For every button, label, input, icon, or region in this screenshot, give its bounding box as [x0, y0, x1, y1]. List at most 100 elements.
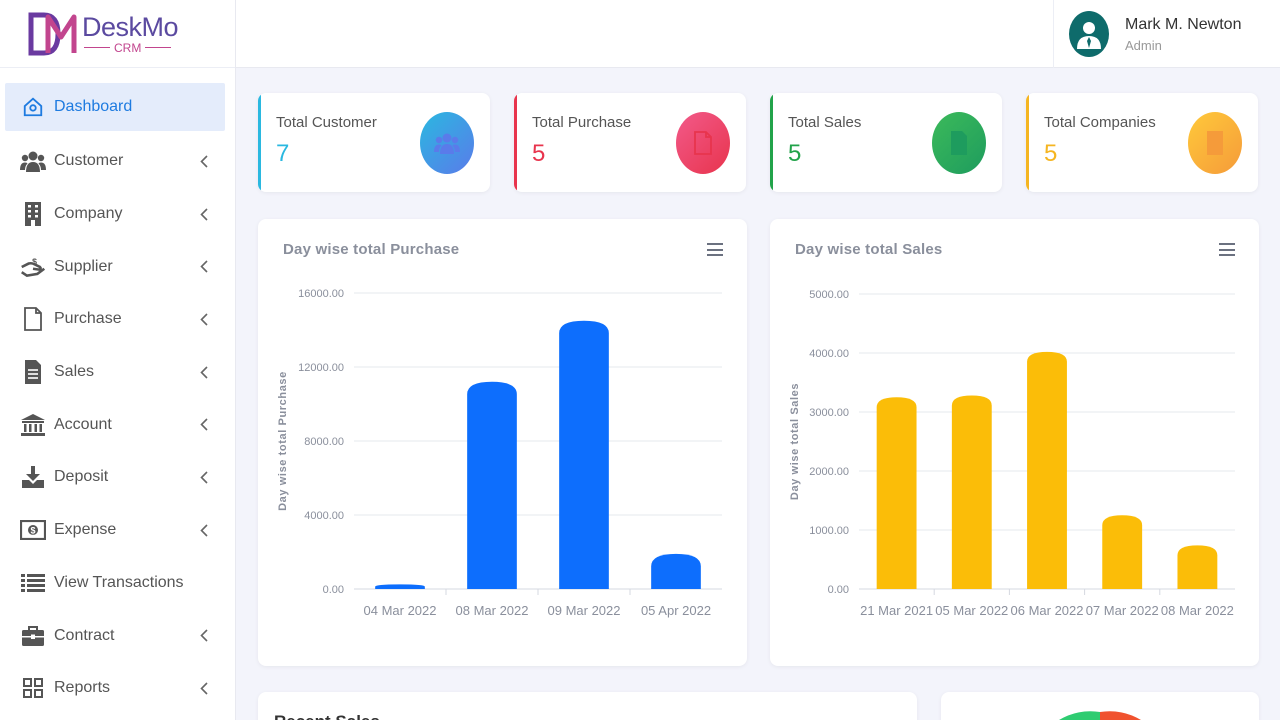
file-icon	[20, 307, 46, 332]
chart-title: Day wise total Sales	[795, 241, 943, 258]
bar[interactable]	[1027, 351, 1067, 589]
pie-chart-preview	[1059, 711, 1141, 720]
stat-value: 5	[788, 140, 802, 167]
stat-title: Total Sales	[788, 114, 862, 131]
download-icon	[20, 465, 46, 489]
chevron-left-icon[interactable]	[199, 207, 209, 221]
svg-text:$: $	[31, 526, 36, 536]
chevron-left-icon[interactable]	[199, 312, 209, 326]
home-icon	[20, 95, 46, 119]
y-tick-label: 5000.00	[809, 289, 849, 301]
sidebar-item-dashboard[interactable]: Dashboard	[5, 83, 225, 131]
chevron-left-icon[interactable]	[199, 470, 209, 484]
chevron-left-icon[interactable]	[199, 365, 209, 379]
sidebar-item-company[interactable]: Company	[0, 188, 235, 241]
user-icon	[1077, 22, 1101, 49]
purchase-chart: 16000.00 12000.00 8000.00 4000.00 0.00 Day wi…	[277, 288, 722, 618]
sidebar-item-deposit[interactable]: Deposit	[0, 451, 235, 504]
sidebar-item-customer[interactable]: Customer	[0, 135, 235, 188]
bar[interactable]	[951, 395, 992, 589]
y-tick-label: 4000.00	[304, 510, 344, 522]
sidebar-item-label: Sales	[54, 363, 95, 381]
sidebar-item-label: Contract	[54, 626, 115, 644]
user-role: Admin	[1125, 37, 1162, 53]
x-tick-label: 05 Apr 2022	[641, 603, 711, 618]
sidebar-item-account[interactable]: Account	[0, 398, 235, 451]
sidebar-item-label: Expense	[54, 521, 117, 539]
bar[interactable]	[467, 381, 517, 589]
chevron-left-icon[interactable]	[199, 154, 209, 168]
stat-card-total-purchase[interactable]: Total Purchase 5	[514, 93, 746, 192]
sales-chart-card: Day wise total Sales 5000.00 4000.00 3000.…	[770, 219, 1259, 666]
purchase-chart-card: Day wise total Purchase 16000.00 12000.00…	[258, 219, 747, 666]
sidebar-item-expense[interactable]: $ Expense	[0, 504, 235, 557]
user-menu[interactable]: Mark M. Newton Admin	[1053, 0, 1280, 68]
user-name: Mark M. Newton	[1125, 15, 1242, 33]
sidebar: DeskMo CRM Dashboard Customer Company $ Supp…	[0, 0, 236, 720]
brand-name: DeskMo	[82, 11, 179, 42]
chart-title: Day wise total Purchase	[283, 241, 460, 258]
sidebar-item-label: Deposit	[54, 468, 109, 486]
stat-card-total-sales[interactable]: Total Sales 5	[770, 93, 1002, 192]
bar[interactable]	[1102, 515, 1143, 589]
stat-accent-bar	[258, 93, 261, 192]
x-tick-label: 06 Mar 2022	[1011, 603, 1084, 618]
chevron-left-icon[interactable]	[199, 418, 209, 432]
y-tick-label: 1000.00	[809, 525, 849, 537]
sidebar-item-sales[interactable]: Sales	[0, 346, 235, 399]
users-icon	[420, 112, 474, 174]
recent-sales-title: Recent Sales	[274, 712, 380, 720]
sidebar-item-contract[interactable]: Contract	[0, 609, 235, 662]
file-text-icon	[20, 360, 46, 385]
chart-menu-icon[interactable]	[1219, 243, 1235, 256]
sidebar-item-purchase[interactable]: Purchase	[0, 293, 235, 346]
top-header: Mark M. Newton Admin	[236, 0, 1280, 68]
bar[interactable]	[559, 320, 609, 589]
sidebar-item-view-transactions[interactable]: View Transactions	[0, 557, 235, 610]
avatar	[1069, 11, 1109, 57]
bank-icon	[20, 413, 46, 437]
pie-chart-card	[941, 692, 1259, 720]
sidebar-item-label: Purchase	[54, 310, 122, 328]
file-icon	[676, 112, 730, 174]
users-icon	[20, 149, 46, 173]
y-axis-title: Day wise total Sales	[789, 383, 801, 500]
chevron-left-icon[interactable]	[199, 523, 209, 537]
x-tick-label: 09 Mar 2022	[548, 603, 621, 618]
bar[interactable]	[1177, 545, 1218, 589]
chevron-left-icon[interactable]	[199, 260, 209, 274]
stat-card-total-customer[interactable]: Total Customer 7	[258, 93, 490, 192]
stat-card-total-companies[interactable]: Total Companies 5	[1026, 93, 1258, 192]
y-tick-label: 3000.00	[809, 407, 849, 419]
logo-mark-icon	[28, 11, 78, 57]
bar[interactable]	[375, 584, 425, 589]
logo[interactable]: DeskMo CRM	[0, 0, 235, 68]
x-tick-label: 04 Mar 2022	[364, 603, 437, 618]
x-tick-label: 08 Mar 2022	[456, 603, 529, 618]
y-tick-label: 12000.00	[298, 362, 344, 374]
y-tick-label: 0.00	[828, 584, 849, 596]
bar[interactable]	[651, 553, 701, 589]
briefcase-icon	[20, 624, 46, 648]
sidebar-item-reports[interactable]: Reports	[0, 662, 235, 715]
chevron-left-icon[interactable]	[199, 681, 209, 695]
sidebar-item-label: Company	[54, 205, 123, 223]
sidebar-item-supplier[interactable]: $ Supplier	[0, 240, 235, 293]
x-tick-label: 07 Mar 2022	[1086, 603, 1159, 618]
x-tick-label: 21 Mar 2021	[860, 603, 933, 618]
y-tick-label: 2000.00	[809, 466, 849, 478]
bar[interactable]	[876, 397, 917, 589]
y-tick-label: 4000.00	[809, 348, 849, 360]
chevron-left-icon[interactable]	[199, 629, 209, 643]
sidebar-item-label: View Transactions	[54, 573, 184, 591]
building-icon	[1188, 112, 1242, 174]
chart-menu-icon[interactable]	[707, 243, 723, 256]
money-icon: $	[20, 518, 46, 542]
file-text-icon	[932, 112, 986, 174]
list-icon	[20, 571, 46, 595]
stat-value: 5	[532, 140, 546, 167]
y-tick-label: 16000.00	[298, 288, 344, 300]
stat-title: Total Customer	[276, 114, 377, 131]
stat-accent-bar	[770, 93, 773, 192]
svg-text:$: $	[32, 256, 37, 266]
